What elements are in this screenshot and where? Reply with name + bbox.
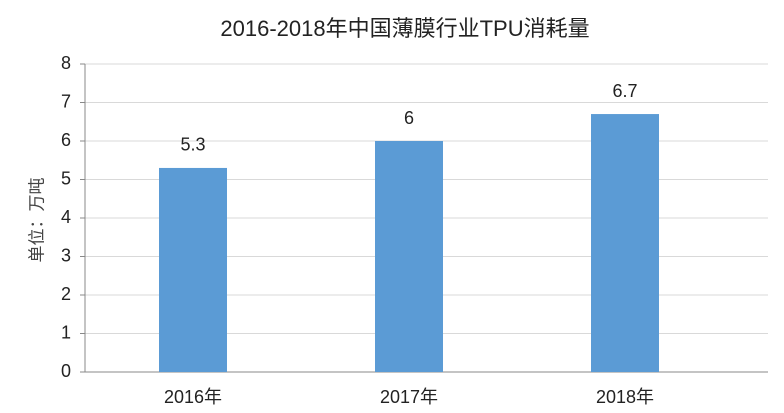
chart-title: 2016-2018年中国薄膜行业TPU消耗量	[220, 16, 589, 41]
y-tick-label: 7	[61, 91, 71, 111]
bar	[591, 114, 659, 373]
data-label: 6	[404, 108, 414, 128]
y-tick-label: 5	[61, 168, 71, 188]
y-tick-label: 6	[61, 130, 71, 150]
x-tick-label: 2017年	[380, 387, 438, 407]
y-tick-label: 8	[61, 53, 71, 73]
x-tick-label: 2016年	[164, 387, 222, 407]
data-label: 5.3	[180, 135, 205, 155]
y-tick-label: 0	[61, 361, 71, 381]
data-label: 6.7	[612, 81, 637, 101]
y-tick-label: 1	[61, 322, 71, 342]
x-tick-label: 2018年	[596, 387, 654, 407]
y-tick-label: 3	[61, 245, 71, 265]
y-tick-label: 4	[61, 207, 71, 227]
y-tick-label: 2	[61, 284, 71, 304]
y-axis-label: 单位：万吨	[27, 178, 46, 263]
bar	[375, 141, 443, 372]
bar	[159, 167, 227, 372]
